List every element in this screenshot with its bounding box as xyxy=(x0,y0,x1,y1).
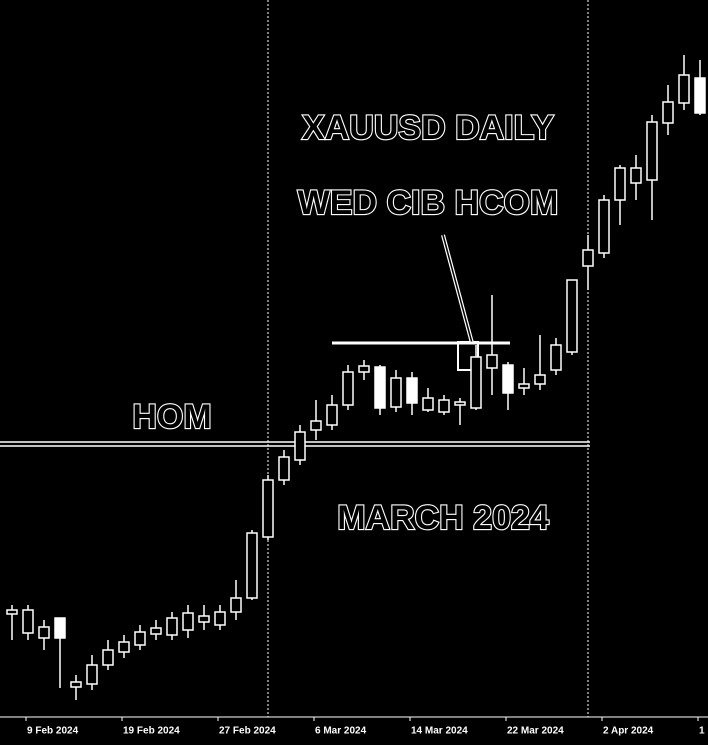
candle-body xyxy=(518,383,530,389)
candle-body xyxy=(582,249,594,267)
candle-body xyxy=(678,74,690,104)
candle-body xyxy=(22,609,34,634)
candle-body xyxy=(70,681,82,688)
x-tick-label: 27 Feb 2024 xyxy=(219,726,276,737)
candle-body xyxy=(550,344,562,371)
candle-body xyxy=(54,617,66,639)
chart-title: XAUUSD DAILY xyxy=(302,109,554,147)
candle-body xyxy=(358,365,370,373)
candle-body xyxy=(134,631,146,646)
candle-body xyxy=(230,597,242,613)
candle-body xyxy=(374,366,386,409)
candle-body xyxy=(150,627,162,635)
candle-body xyxy=(246,532,258,599)
x-tick-label: 6 Mar 2024 xyxy=(315,726,367,737)
candle-body xyxy=(278,456,290,481)
candle-body xyxy=(566,279,578,353)
x-tick-label: 2 Apr 2024 xyxy=(603,726,654,737)
x-tick-label: 14 Mar 2024 xyxy=(411,726,468,737)
candle-body xyxy=(422,397,434,411)
candle-body xyxy=(630,167,642,184)
x-tick-label: 19 Feb 2024 xyxy=(123,726,180,737)
candle-body xyxy=(342,371,354,406)
candle-body xyxy=(454,401,466,406)
candle-body xyxy=(294,431,306,461)
candle-body xyxy=(262,479,274,538)
candle-body xyxy=(614,167,626,201)
candle-body xyxy=(182,612,194,631)
candle-body xyxy=(486,354,498,369)
candle-body xyxy=(6,609,18,615)
candle-body xyxy=(662,101,674,124)
candle-body xyxy=(646,121,658,181)
candle-body xyxy=(198,615,210,623)
candle-body xyxy=(86,664,98,685)
x-tick-label: 9 Feb 2024 xyxy=(27,726,79,737)
candle-body xyxy=(118,641,130,653)
x-tick-label: 22 Mar 2024 xyxy=(507,726,564,737)
candle-body xyxy=(390,377,402,408)
candle-body xyxy=(38,626,50,639)
annotation: WED CIB HCOM xyxy=(298,184,559,222)
annotation: HOM xyxy=(132,398,211,436)
candle-body xyxy=(102,649,114,666)
candle-body xyxy=(598,199,610,254)
arrow-inner xyxy=(442,234,473,344)
candle-body xyxy=(534,374,546,385)
candle-body xyxy=(326,404,338,426)
candle-body xyxy=(406,377,418,404)
candle-body xyxy=(502,364,514,394)
candle-body xyxy=(310,420,322,431)
candle-body xyxy=(166,617,178,636)
candle-body xyxy=(438,399,450,413)
candle-body xyxy=(214,611,226,626)
candle-body xyxy=(694,77,706,114)
x-tick-label: 1 xyxy=(699,726,705,737)
candle-body xyxy=(470,356,482,409)
annotation: MARCH 2024 xyxy=(337,499,549,537)
